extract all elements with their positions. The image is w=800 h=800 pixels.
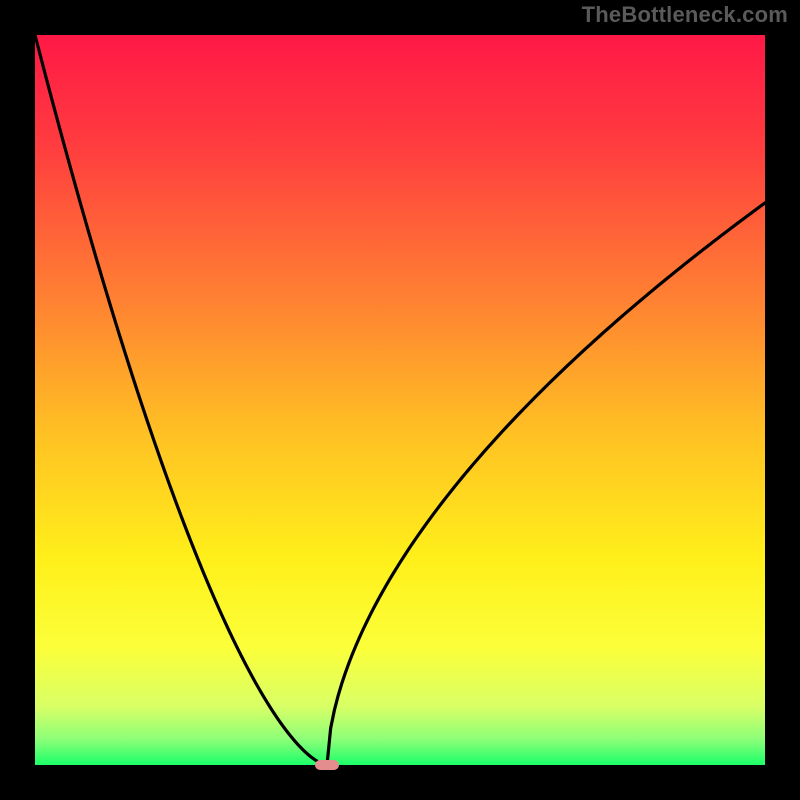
curve-path bbox=[35, 35, 765, 765]
chart-frame: TheBottleneck.com bbox=[0, 0, 800, 800]
bottleneck-curve bbox=[35, 35, 765, 765]
watermark-text: TheBottleneck.com bbox=[582, 2, 788, 28]
plot-area bbox=[35, 35, 765, 765]
minimum-marker bbox=[315, 760, 338, 769]
